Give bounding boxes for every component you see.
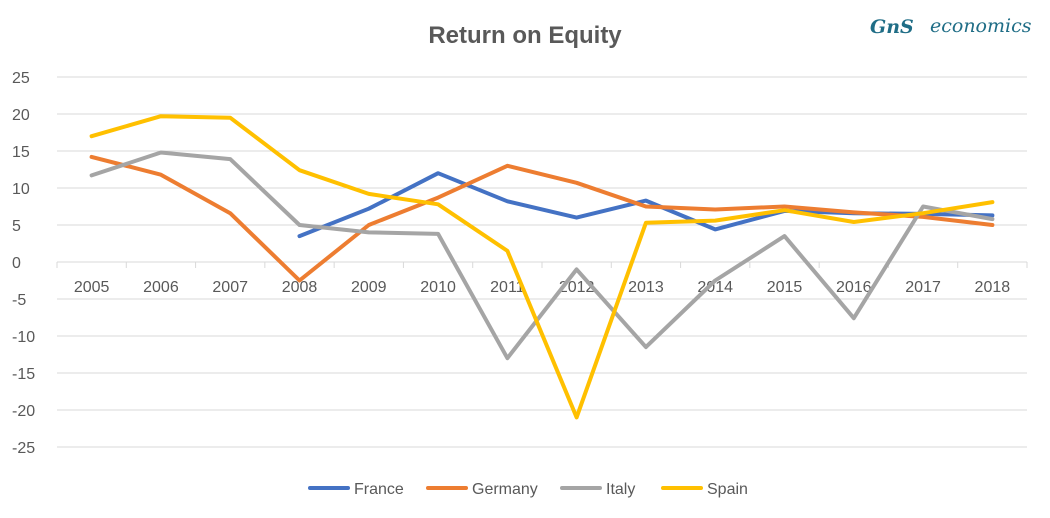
legend-label-spain: Spain (707, 481, 748, 498)
y-tick-label: -20 (12, 403, 35, 420)
x-tick-label: 2007 (212, 279, 248, 296)
logo-mark: GnS (870, 16, 914, 38)
logo-text: economics (930, 15, 1032, 37)
x-tick-label: 2015 (767, 279, 803, 296)
logo: GnS economics (870, 15, 1032, 38)
x-tick-label: 2009 (351, 279, 387, 296)
x-tick-label: 2013 (628, 279, 664, 296)
y-tick-label: 15 (12, 144, 30, 161)
x-tick-label: 2006 (143, 279, 179, 296)
legend-label-germany: Germany (472, 481, 538, 498)
x-tick-label: 2018 (975, 279, 1011, 296)
legend-label-france: France (354, 481, 404, 498)
legend-label-italy: Italy (606, 481, 635, 498)
x-tick-label: 2017 (905, 279, 941, 296)
y-tick-label: -5 (12, 292, 26, 309)
y-tick-label: 0 (12, 255, 21, 272)
x-axis-labels: 2005 2006 2007 2008 2009 2010 2011 2012 2013 2014… (74, 279, 1010, 296)
y-tick-label: 10 (12, 181, 30, 198)
y-tick-label: -10 (12, 329, 35, 346)
x-tick-label: 2016 (836, 279, 872, 296)
y-axis-labels: 25 20 15 10 5 0 -5 -10 -15 -20 -25 (12, 70, 35, 457)
x-tick-label: 2010 (420, 279, 456, 296)
series-line-germany (89, 154, 995, 283)
series-line-spain (89, 114, 995, 420)
x-tick-label: 2005 (74, 279, 110, 296)
chart-title: Return on Equity (428, 22, 622, 49)
legend: France Germany Italy Spain (308, 481, 748, 498)
series-line-italy (89, 150, 995, 361)
y-tick-label: 25 (12, 70, 30, 87)
y-tick-label: 5 (12, 218, 21, 235)
y-tick-label: 20 (12, 107, 30, 124)
x-tick-label: 2011 (490, 279, 525, 296)
gridlines (57, 76, 1027, 448)
y-tick-label: -15 (12, 366, 35, 383)
series-lines (89, 114, 995, 420)
x-axis (56, 261, 1028, 268)
x-tick-label: 2008 (282, 279, 318, 296)
y-tick-label: -25 (12, 440, 35, 457)
